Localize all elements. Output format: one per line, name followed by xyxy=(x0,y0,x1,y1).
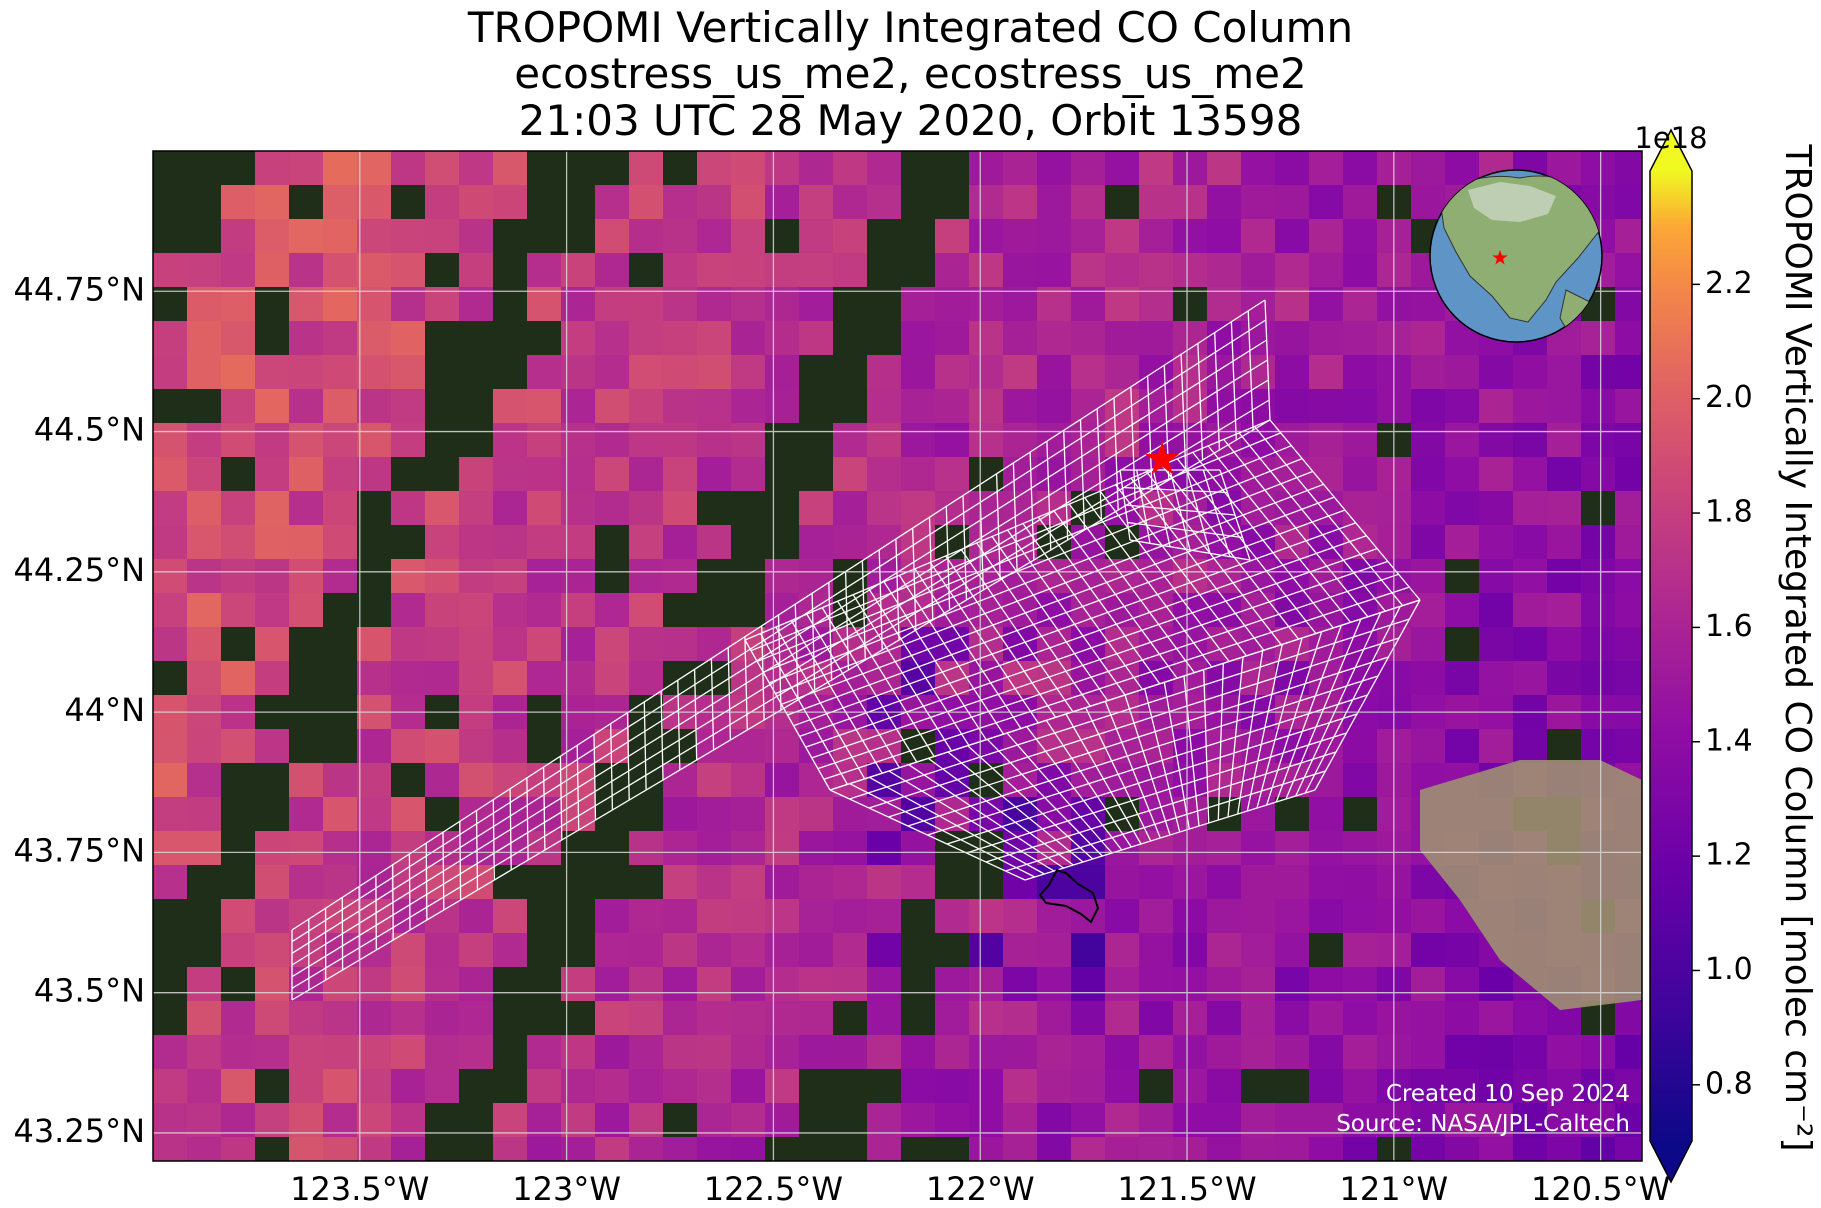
lat-tick-label: 43.25°N xyxy=(13,1112,145,1150)
colorbar-label: TROPOMI Vertically Integrated CO Column … xyxy=(1777,143,1818,1151)
map-gridlines xyxy=(153,151,1642,1161)
colorbar: 0.8 1.0 1.2 1.4 1.6 1.8 2.0 2.2 1e18 TROPOMI Ve… xyxy=(1634,121,1818,1184)
longitude-tick-labels: 123.5°W 123°W 122.5°W 122°W 121.5°W 121°W 120.… xyxy=(290,1170,1670,1208)
globe-location-marker xyxy=(1492,250,1508,265)
lon-tick-label: 121°W xyxy=(1339,1170,1448,1208)
lat-tick-label: 44.75°N xyxy=(13,270,145,308)
inset-globe xyxy=(1429,169,1603,343)
colorbar-extend-bottom xyxy=(1650,1141,1692,1182)
lon-tick-label: 122°W xyxy=(926,1170,1035,1208)
colorbar-tick-label: 0.8 xyxy=(1705,1066,1753,1101)
colorbar-tick-label: 1.2 xyxy=(1705,838,1753,873)
title-line-3: 21:03 UTC 28 May 2020, Orbit 13598 xyxy=(518,96,1303,145)
lon-tick-label: 121.5°W xyxy=(1117,1170,1256,1208)
lat-tick-label: 43.75°N xyxy=(13,831,145,869)
colorbar-tick-label: 1.0 xyxy=(1705,952,1753,987)
lon-tick-label: 120.5°W xyxy=(1531,1170,1670,1208)
colorbar-tick-label: 2.2 xyxy=(1705,266,1753,301)
colorbar-extend-top xyxy=(1650,130,1692,171)
title-line-2: ecostress_us_me2, ecostress_us_me2 xyxy=(514,49,1307,98)
co-pixel-layer xyxy=(153,151,1642,1161)
lat-tick-label: 44.25°N xyxy=(13,551,145,589)
lat-tick-label: 44.5°N xyxy=(34,411,145,449)
colorbar-tick-label: 1.6 xyxy=(1705,609,1753,644)
lon-tick-label: 122.5°W xyxy=(704,1170,843,1208)
lon-tick-label: 123°W xyxy=(512,1170,621,1208)
colorbar-tick-label: 1.4 xyxy=(1705,723,1753,758)
map-frame xyxy=(152,150,1643,1162)
lat-tick-label: 44°N xyxy=(64,691,145,729)
lat-tick-label: 43.5°N xyxy=(34,972,145,1010)
map-panel: Created 10 Sep 2024 Source: NASA/JPL-Cal… xyxy=(153,151,1642,1161)
site-star-marker xyxy=(1145,441,1180,475)
colorbar-gradient xyxy=(1650,170,1692,1142)
colorbar-ticks: 0.8 1.0 1.2 1.4 1.6 1.8 2.0 2.2 xyxy=(1692,266,1753,1101)
source-note: Source: NASA/JPL-Caltech xyxy=(1336,1111,1630,1137)
colorbar-scale-label: 1e18 xyxy=(1634,121,1707,155)
lon-tick-label: 123.5°W xyxy=(290,1170,429,1208)
site-boundary xyxy=(1038,868,1100,924)
latitude-tick-labels: 44.75°N 44.5°N 44.25°N 44°N 43.75°N 43.5°N 43.… xyxy=(13,270,145,1150)
title-line-1: TROPOMI Vertically Integrated CO Column xyxy=(467,3,1354,52)
colorbar-tick-label: 1.8 xyxy=(1705,495,1753,530)
footprint-swath xyxy=(291,299,1421,1001)
created-note: Created 10 Sep 2024 xyxy=(1386,1081,1630,1107)
colorbar-tick-label: 2.0 xyxy=(1705,380,1753,415)
